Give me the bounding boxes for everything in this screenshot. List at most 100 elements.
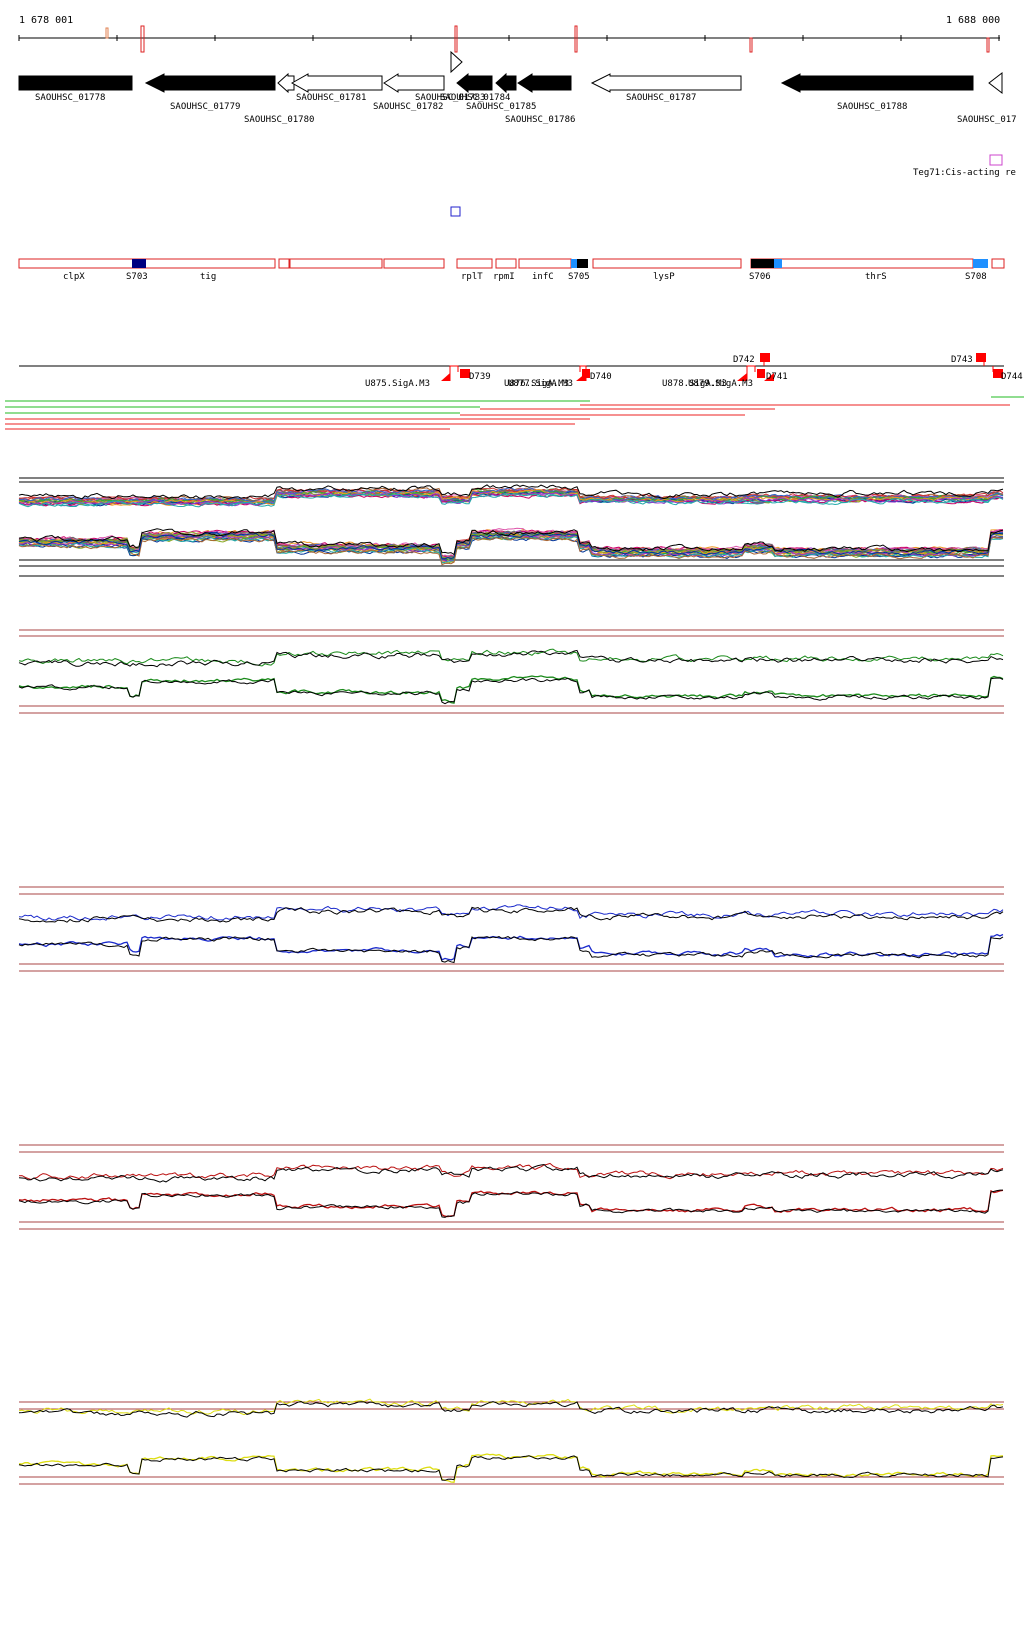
promoter-tri[interactable] — [441, 373, 450, 381]
promoter-label: U878.SigA.M3 — [662, 379, 727, 389]
operon-box[interactable] — [991, 258, 1005, 269]
promoter-label: U875.SigA.M3 — [365, 379, 430, 389]
sigma-site-S706a[interactable] — [751, 259, 774, 268]
gene-arrow-01781[interactable] — [290, 73, 383, 93]
gene-label: SAOUHSC_01788 — [837, 102, 907, 112]
signal-trace — [18, 484, 1004, 500]
coordinate-ruler: 1 678 001 1 688 000 — [18, 15, 1000, 53]
all-conditions-track — [18, 477, 1004, 577]
signal-trace — [18, 1189, 1004, 1218]
sigma-site-S705b[interactable] — [577, 259, 588, 268]
gene-label: SAOUHSC_01781 — [296, 93, 366, 103]
gene-arrow-01779[interactable] — [144, 73, 276, 93]
promoter-box[interactable] — [993, 369, 1003, 378]
gene-label: SAOUHSC_01787 — [626, 93, 696, 103]
signal-trace — [18, 1189, 1003, 1218]
promoter-label: D742 — [733, 355, 755, 365]
promoter-track: D739 D740 D741 D742 D743 D744 U875.SigA.… — [19, 353, 1023, 389]
promoter-box[interactable] — [460, 369, 470, 378]
signal-trace — [18, 535, 1004, 564]
operon-labels: clpX S703 tig rplT rpmI infC S705 lysP S… — [63, 272, 987, 282]
gene-arrow-01787[interactable] — [590, 73, 742, 93]
promoter-box[interactable] — [757, 369, 765, 378]
promoter-label: U879.SigA.M3 — [688, 379, 753, 389]
gene-arrow-01782[interactable] — [383, 73, 445, 93]
operon-label: tig — [200, 272, 216, 282]
gene-arrow-01783b[interactable] — [456, 72, 493, 94]
promoter-label: D744 — [1001, 372, 1023, 382]
red-condition-track — [18, 1144, 1004, 1230]
ruler-marks — [105, 25, 990, 53]
cis-element-box[interactable] — [989, 154, 1003, 166]
sigma-site-S708[interactable] — [973, 259, 988, 268]
gene-arrow-01786[interactable] — [517, 73, 572, 93]
promoter-label: D740 — [590, 372, 612, 382]
promoter-tri[interactable] — [576, 373, 586, 381]
operon-label: rplT — [461, 272, 483, 282]
gene-arrow-01783[interactable] — [450, 50, 463, 74]
promoter-label: D741 — [766, 372, 788, 382]
operon-box[interactable] — [289, 258, 383, 269]
gene-label: SAOUHSC_01785 — [466, 102, 536, 112]
gene-arrow-01778[interactable] — [18, 75, 133, 91]
operon-box[interactable] — [495, 258, 517, 269]
ruler-end-label: 1 688 000 — [946, 15, 1000, 26]
signal-trace — [18, 1455, 1004, 1481]
sigma-site-S703[interactable] — [132, 259, 146, 268]
promoter-tri[interactable] — [764, 373, 774, 381]
operon-box[interactable] — [278, 258, 290, 269]
signal-trace — [18, 1163, 1004, 1183]
signal-trace — [18, 1398, 1004, 1416]
operon-box[interactable] — [518, 258, 572, 269]
promoter-label: D743 — [951, 355, 973, 365]
signal-trace — [18, 936, 1004, 964]
gene-label: SAOUHSC_01782 — [373, 102, 443, 112]
gene-arrow-0178x[interactable] — [988, 71, 1003, 95]
signal-trace — [18, 1400, 1004, 1418]
gene-arrow-01784[interactable] — [495, 72, 517, 94]
blue-condition-track — [18, 886, 1004, 972]
sigma-site-S705a[interactable] — [571, 259, 577, 268]
promoter-tri[interactable] — [737, 373, 747, 381]
promoter-box[interactable] — [760, 353, 770, 362]
signal-trace — [18, 530, 1004, 560]
operon-box[interactable] — [456, 258, 493, 269]
gene-label: SAOUHSC_017 — [957, 115, 1017, 125]
operon-label: S703 — [126, 272, 148, 282]
operon-label: S706 — [749, 272, 771, 282]
gene-arrow-01788[interactable] — [780, 73, 974, 93]
operon-label: S708 — [965, 272, 987, 282]
sigma-site-S706b[interactable] — [774, 259, 782, 268]
operon-box[interactable] — [18, 258, 276, 269]
signal-trace — [18, 677, 1004, 705]
promoter-label: U876.SigA.M3 — [504, 379, 569, 389]
green-condition-track — [18, 629, 1004, 714]
signal-trace — [18, 1162, 1004, 1181]
blue-marker-box[interactable] — [450, 206, 461, 217]
signal-trace — [18, 906, 1004, 923]
signal-trace — [18, 493, 1004, 508]
signal-trace — [18, 531, 1004, 560]
gene-label: SAOUHSC_01784 — [440, 93, 510, 103]
segment-track — [5, 396, 1024, 430]
operon-box[interactable] — [383, 258, 445, 269]
gene-label: SAOUHSC_01780 — [244, 115, 314, 125]
signal-trace — [18, 675, 1004, 704]
operon-label: S705 — [568, 272, 590, 282]
gene-label: SAOUHSC_01786 — [505, 115, 575, 125]
yellow-condition-track — [18, 1398, 1004, 1485]
signal-trace — [18, 536, 1004, 566]
gene-track — [18, 50, 1003, 95]
signal-trace — [18, 904, 1004, 921]
operon-box[interactable] — [750, 258, 974, 269]
gene-label: SAOUHSC_01783 — [415, 93, 485, 103]
operon-box[interactable] — [592, 258, 742, 269]
promoter-box[interactable] — [976, 353, 986, 362]
cis-element-label: Teg71:Cis-acting re — [913, 168, 1016, 178]
operon-label: rpmI — [493, 272, 515, 282]
cis-element-track: Teg71:Cis-acting re — [913, 154, 1016, 178]
operon-label: infC — [532, 272, 554, 282]
signal-trace — [18, 528, 1004, 556]
ruler-ticks — [18, 35, 1000, 41]
